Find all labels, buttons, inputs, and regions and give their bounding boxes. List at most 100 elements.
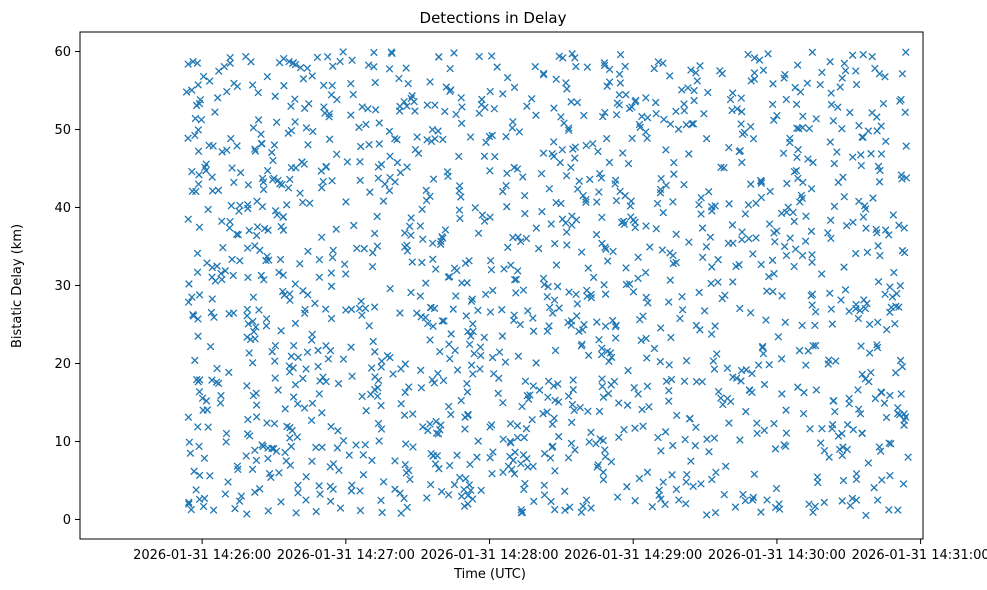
data-point bbox=[322, 341, 330, 350]
data-point bbox=[237, 492, 246, 500]
data-point bbox=[316, 377, 324, 385]
data-point bbox=[432, 417, 440, 426]
data-point bbox=[710, 365, 719, 373]
data-point bbox=[467, 332, 475, 340]
data-point bbox=[885, 439, 893, 447]
chart-title: Detections in Delay bbox=[420, 9, 567, 27]
data-point bbox=[600, 281, 608, 289]
data-point bbox=[852, 496, 861, 504]
data-point bbox=[225, 368, 233, 377]
data-point bbox=[500, 265, 508, 273]
data-point bbox=[612, 196, 621, 205]
data-point bbox=[300, 404, 309, 412]
data-point bbox=[697, 210, 705, 218]
data-point bbox=[400, 494, 408, 503]
data-point bbox=[891, 369, 900, 377]
data-point bbox=[214, 379, 223, 388]
data-point bbox=[389, 370, 397, 378]
data-point bbox=[198, 394, 207, 402]
data-point bbox=[707, 330, 716, 338]
data-point bbox=[876, 447, 885, 455]
data-point bbox=[616, 79, 625, 87]
data-point bbox=[488, 286, 497, 295]
data-point bbox=[543, 327, 552, 336]
data-point bbox=[624, 159, 633, 168]
data-point bbox=[808, 258, 816, 266]
data-point bbox=[383, 352, 392, 360]
data-point bbox=[892, 302, 900, 311]
data-point bbox=[763, 496, 771, 504]
data-point bbox=[796, 198, 804, 206]
data-point bbox=[437, 421, 445, 429]
data-point bbox=[477, 486, 485, 495]
data-point bbox=[805, 500, 813, 508]
data-point bbox=[514, 352, 523, 361]
data-point bbox=[582, 496, 591, 504]
data-point bbox=[253, 223, 262, 231]
data-point bbox=[469, 327, 477, 336]
data-point bbox=[607, 457, 616, 466]
data-point bbox=[379, 197, 388, 205]
data-point bbox=[685, 150, 693, 158]
data-point bbox=[396, 102, 404, 111]
data-point bbox=[572, 290, 580, 299]
data-point bbox=[243, 430, 252, 438]
data-point bbox=[661, 428, 670, 436]
data-point bbox=[792, 166, 801, 175]
data-point bbox=[366, 390, 375, 399]
data-point bbox=[614, 399, 623, 407]
data-point bbox=[655, 486, 663, 494]
data-point bbox=[195, 171, 203, 179]
data-point bbox=[741, 210, 750, 218]
data-point bbox=[711, 322, 719, 330]
data-point bbox=[605, 158, 614, 167]
data-point bbox=[707, 279, 715, 288]
data-point bbox=[702, 511, 711, 519]
data-point bbox=[665, 361, 673, 369]
data-point bbox=[267, 148, 276, 157]
data-point bbox=[270, 444, 278, 453]
data-point bbox=[291, 118, 299, 126]
data-point bbox=[457, 119, 466, 128]
data-point bbox=[549, 138, 558, 146]
data-point bbox=[211, 108, 219, 116]
data-point bbox=[305, 100, 313, 108]
data-point bbox=[838, 74, 846, 82]
data-point bbox=[841, 66, 850, 75]
data-point bbox=[808, 48, 817, 57]
data-point bbox=[664, 298, 673, 306]
data-point bbox=[303, 348, 312, 357]
data-point bbox=[838, 124, 846, 133]
data-point bbox=[271, 374, 279, 382]
data-point bbox=[217, 391, 225, 400]
data-point bbox=[582, 195, 590, 204]
data-point bbox=[643, 113, 652, 122]
data-point bbox=[736, 304, 744, 313]
data-point bbox=[726, 95, 735, 104]
data-point bbox=[499, 435, 508, 443]
data-point bbox=[623, 482, 631, 491]
data-point bbox=[846, 501, 855, 510]
data-point bbox=[332, 150, 341, 158]
data-point bbox=[502, 132, 510, 141]
data-point bbox=[772, 484, 781, 493]
data-point bbox=[782, 208, 791, 217]
data-point bbox=[852, 80, 861, 89]
data-point bbox=[545, 184, 554, 193]
data-point bbox=[786, 234, 794, 242]
data-point bbox=[510, 275, 519, 284]
data-point bbox=[891, 320, 899, 328]
data-point bbox=[597, 174, 606, 182]
data-point bbox=[856, 306, 864, 315]
data-point bbox=[874, 162, 883, 171]
data-point bbox=[587, 293, 596, 302]
data-point bbox=[592, 198, 601, 206]
data-point bbox=[690, 86, 698, 95]
data-point bbox=[493, 63, 501, 71]
data-point bbox=[299, 374, 307, 383]
data-point bbox=[413, 133, 421, 141]
data-point bbox=[443, 168, 452, 176]
data-point bbox=[720, 163, 728, 172]
data-point bbox=[195, 223, 204, 232]
data-point bbox=[601, 243, 609, 252]
